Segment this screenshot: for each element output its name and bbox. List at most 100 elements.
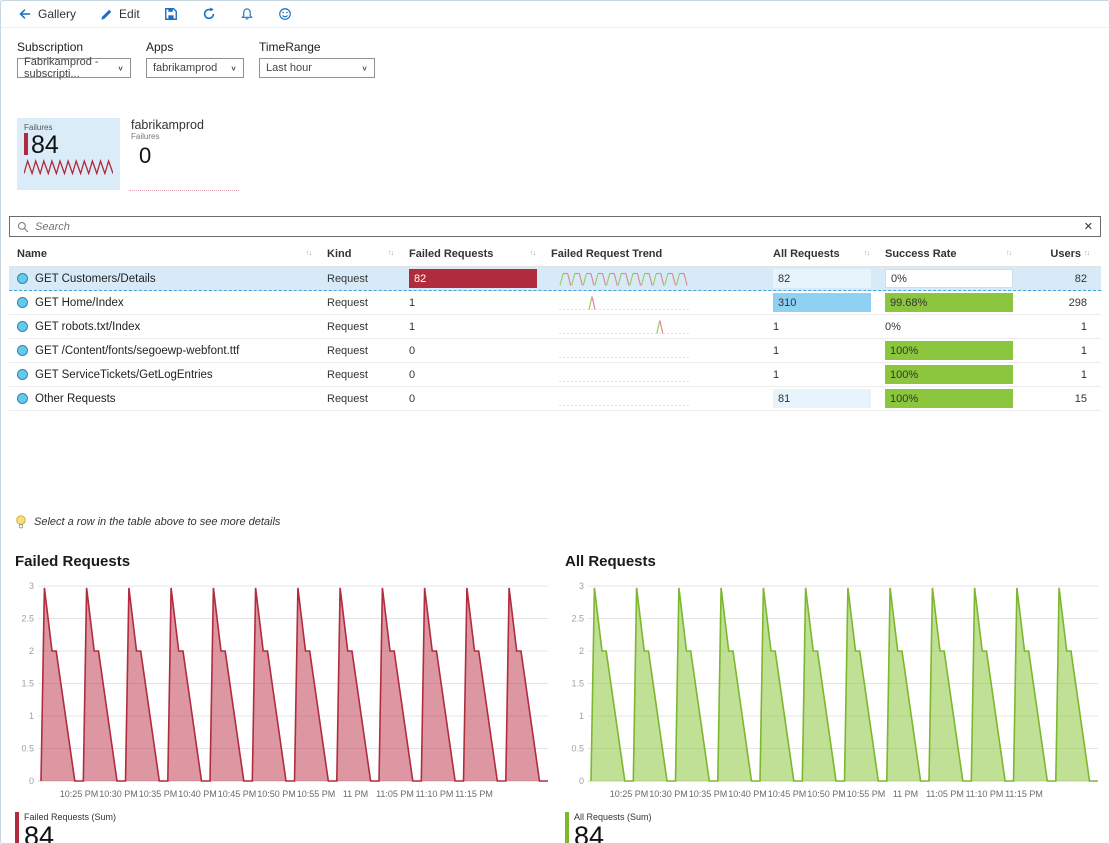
request-name-cell: GET ServiceTickets/GetLogEntries (9, 363, 321, 386)
failures-tile-value: 84 (31, 131, 59, 159)
globe-icon (17, 393, 28, 404)
column-header-all-requests[interactable]: All Requests ↑↓ (773, 247, 870, 260)
sort-icon[interactable]: ↑↓ (388, 250, 394, 257)
apps-select[interactable]: fabrikamprod ∨ (146, 58, 244, 78)
users-cell: 82 (1021, 267, 1101, 290)
kind-value: Request (327, 392, 368, 405)
failed-requests-cell: 82 (403, 267, 545, 290)
svg-text:1: 1 (29, 711, 34, 721)
failed-requests-value: 0 (409, 368, 416, 381)
gallery-back-button[interactable]: Gallery (17, 7, 76, 21)
failed-requests-total: 84 (24, 821, 55, 844)
svg-text:10:55 PM: 10:55 PM (847, 789, 886, 799)
request-name-cell: GET Customers/Details (9, 267, 321, 290)
svg-text:2: 2 (29, 646, 34, 656)
users-cell: 1 (1021, 339, 1101, 362)
toolbar: Gallery Edit (1, 1, 1109, 28)
all-requests-chart-title: All Requests (565, 553, 656, 570)
sort-icon[interactable]: ↑↓ (530, 250, 536, 257)
success-rate-cell: 100% (879, 339, 1021, 362)
subscription-value: Fabrikamprod - subscripti... (24, 56, 99, 80)
failed-request-trend-cell (545, 267, 767, 290)
table-row[interactable]: GET Customers/Details Request 82 82 0% 82 (9, 267, 1101, 291)
users-cell: 1 (1021, 363, 1101, 386)
all-requests-total: 84 (574, 821, 605, 844)
legend-accent-bar (15, 812, 19, 843)
table-row[interactable]: GET Home/Index Request 1 310 99.68% 298 (9, 291, 1101, 315)
success-rate-value: 0% (885, 320, 901, 333)
timerange-select[interactable]: Last hour ∨ (259, 58, 375, 78)
table-row[interactable]: GET /Content/fonts/segoewp-webfont.ttf Re… (9, 339, 1101, 363)
table-row[interactable]: GET ServiceTickets/GetLogEntries Request 0… (9, 363, 1101, 387)
trend-sparkline (559, 295, 689, 310)
column-header-name[interactable]: Name ↑↓ (17, 247, 312, 260)
trend-sparkline (559, 404, 689, 406)
svg-text:10:35 PM: 10:35 PM (689, 789, 728, 799)
failed-request-trend-cell (545, 339, 767, 362)
sort-icon[interactable]: ↑↓ (864, 250, 870, 257)
all-requests-cell: 1 (767, 363, 879, 386)
users-value: 1 (1080, 344, 1087, 357)
feedback-button[interactable] (278, 7, 292, 21)
legend-label: Failed Requests (Sum) (24, 812, 117, 822)
table-row[interactable]: GET robots.txt/Index Request 1 1 0% 1 (9, 315, 1101, 339)
success-rate-cell: 0% (879, 315, 1021, 338)
subscription-select[interactable]: Fabrikamprod - subscripti... ∨ (17, 56, 131, 80)
table-body: GET Customers/Details Request 82 82 0% 82 GET … (9, 267, 1101, 411)
smiley-icon (278, 8, 291, 20)
all-requests-value: 82 (778, 272, 791, 285)
failed-requests-value: 0 (409, 344, 416, 357)
kind-value: Request (327, 320, 368, 333)
kind-value: Request (327, 368, 368, 381)
charts-row: Failed Requests 0 0.5 1 1.5 2 2.5 3 10:25 PM 10:… (1, 553, 1109, 844)
notifications-button[interactable] (240, 7, 254, 21)
sort-icon[interactable]: ↑↓ (1084, 250, 1090, 257)
kind-value: Request (327, 296, 368, 309)
column-header-success-rate[interactable]: Success Rate ↑↓ (885, 247, 1012, 260)
kind-cell: Request (321, 291, 403, 314)
svg-text:10:35 PM: 10:35 PM (139, 789, 178, 799)
apps-value: fabrikamprod (153, 62, 218, 74)
failures-tile-label: Failures (24, 123, 53, 132)
refresh-button[interactable] (202, 7, 216, 21)
search-input[interactable] (35, 220, 1078, 233)
all-requests-legend: All Requests (Sum) 84 (565, 812, 1105, 844)
kind-cell: Request (321, 315, 403, 338)
users-value: 1 (1080, 368, 1087, 381)
sort-icon[interactable]: ↑↓ (1006, 250, 1012, 257)
svg-text:11:15 PM: 11:15 PM (455, 789, 493, 799)
svg-text:0: 0 (29, 776, 34, 786)
subscription-label: Subscription (17, 40, 84, 54)
chevron-down-icon: ∨ (361, 63, 368, 72)
svg-text:11 PM: 11 PM (893, 789, 918, 799)
failed-requests-legend: Failed Requests (Sum) 84 (15, 812, 555, 844)
success-rate-value: 100% (890, 344, 919, 357)
edit-button[interactable]: Edit (100, 7, 140, 21)
column-header-users[interactable]: Users ↑↓ (1050, 247, 1090, 260)
all-requests-value: 81 (778, 392, 791, 405)
clear-search-icon[interactable]: ✕ (1083, 221, 1093, 233)
users-value: 15 (1074, 392, 1087, 405)
svg-text:1.5: 1.5 (21, 679, 34, 689)
filter-bar: Subscription Fabrikamprod - subscripti..… (1, 28, 1109, 80)
column-header-failed-requests[interactable]: Failed Requests ↑↓ (409, 247, 536, 260)
trend-sparkline (559, 272, 688, 286)
success-rate-bar: 100% (885, 341, 1013, 360)
svg-text:11:05 PM: 11:05 PM (926, 789, 964, 799)
legend-accent-bar (565, 812, 569, 843)
failed-requests-cell: 1 (403, 315, 545, 338)
sort-icon[interactable]: ↑↓ (306, 250, 312, 257)
table-row[interactable]: Other Requests Request 0 81 100% 15 (9, 387, 1101, 411)
bell-icon (241, 8, 253, 20)
failures-accent-bar (24, 133, 28, 155)
failures-tile[interactable]: Failures 84 (17, 118, 120, 190)
column-header-failed-request-trend: Failed Request Trend (551, 247, 663, 260)
app-failures-tile[interactable]: fabrikamprod Failures 0 (129, 118, 239, 191)
success-rate-cell: 99.68% (879, 291, 1021, 314)
success-rate-bar: 0% (885, 269, 1013, 288)
column-header-kind[interactable]: Kind ↑↓ (327, 247, 394, 260)
save-button[interactable] (164, 7, 178, 21)
success-rate-cell: 100% (879, 387, 1021, 410)
svg-text:10:45 PM: 10:45 PM (218, 789, 257, 799)
all-requests-value: 1 (773, 368, 780, 381)
